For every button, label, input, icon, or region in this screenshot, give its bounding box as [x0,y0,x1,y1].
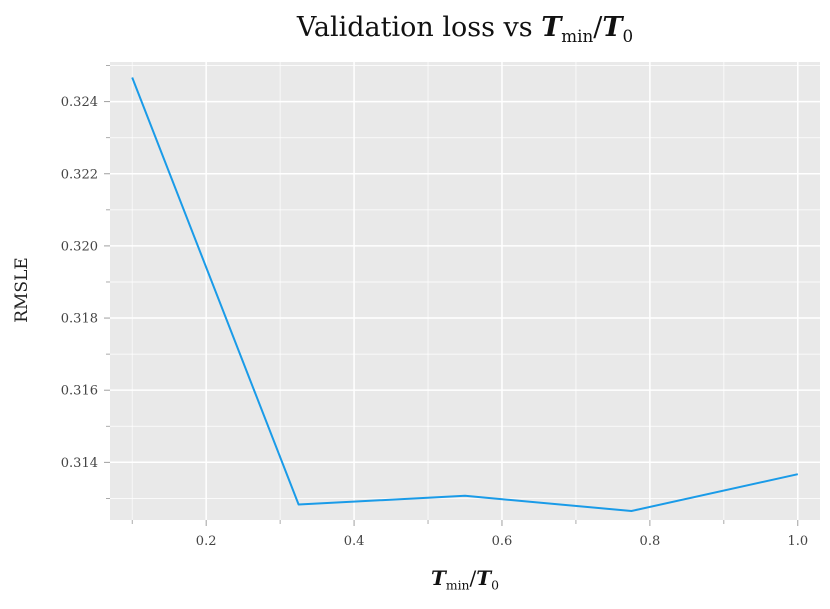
xlabel-symbol-t0: T [476,566,492,590]
data-point [796,473,799,476]
chart-title: Validation loss vs Tmin/T0 [110,12,820,46]
title-symbol-t0: T [602,12,623,43]
xlabel-subscript-zero: 0 [491,577,500,593]
x-axis-label: Tmin/T0 [110,566,820,592]
series-line [131,77,799,512]
xlabel-slash: / [469,566,477,590]
title-prefix: Validation loss vs [296,12,542,43]
data-point [297,503,300,506]
y-tick-label: 0.318 [61,312,98,327]
y-tick-label: 0.316 [61,384,98,399]
x-tick-label: 0.2 [196,534,217,549]
y-tick-label: 0.314 [61,456,98,471]
title-subscript-zero: 0 [622,25,634,46]
x-tick-label: 0.8 [640,534,661,549]
x-tick-label: 0.6 [492,534,513,549]
title-subscript-min: min [561,25,594,46]
title-symbol-t: T [541,12,562,43]
y-axis-label: RMSLE [12,257,32,323]
data-point [630,509,633,512]
xlabel-symbol-t: T [430,566,446,590]
y-tick-label: 0.324 [61,95,98,110]
y-tick-label: 0.320 [61,239,98,254]
xlabel-subscript-min: min [445,577,470,593]
data-point [464,494,467,497]
x-tick-label: 0.4 [344,534,365,549]
y-tick-label: 0.322 [61,167,98,182]
title-slash: / [593,12,603,43]
plot-area [110,62,820,520]
x-tick-label: 1.0 [787,534,808,549]
data-point [131,76,134,79]
